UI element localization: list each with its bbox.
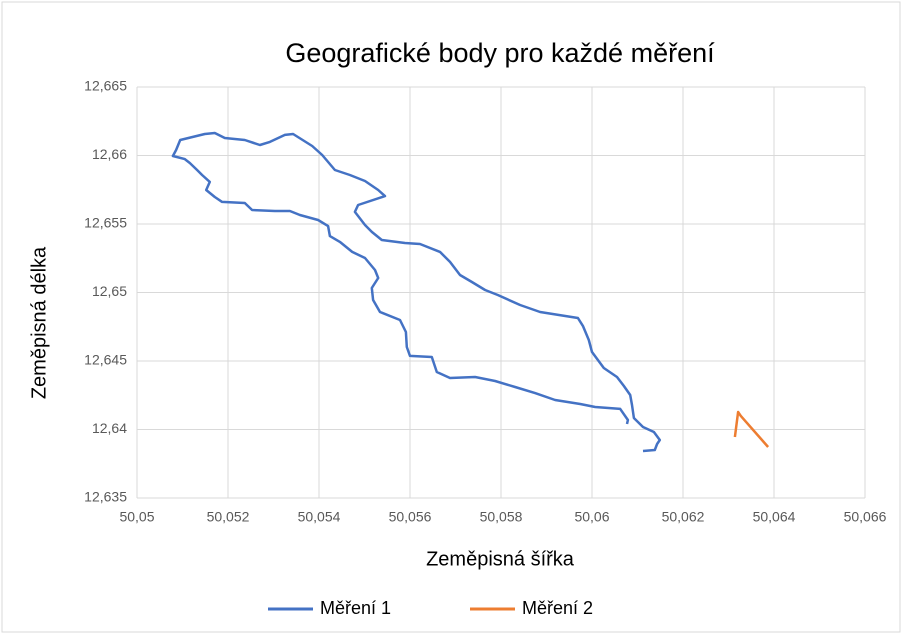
x-tick-label: 50,052	[207, 509, 250, 525]
series-line	[171, 131, 662, 453]
chart-title: Geografické body pro každé měření	[285, 38, 715, 68]
y-axis-label: Zeměpisná délka	[28, 246, 50, 399]
y-tick-label: 12,635	[84, 489, 127, 505]
series-line	[733, 410, 770, 448]
y-tick-label: 12,645	[84, 352, 127, 368]
x-tick-label: 50,064	[753, 509, 796, 525]
y-tick-label: 12,665	[84, 78, 127, 94]
y-tick-label: 12,655	[84, 215, 127, 231]
x-tick-label: 50,054	[298, 509, 341, 525]
y-tick-label: 12,64	[92, 420, 127, 436]
legend-label: Měření 1	[320, 598, 391, 618]
legend-label: Měření 2	[522, 598, 593, 618]
y-tick-label: 12,66	[92, 146, 127, 162]
x-tick-label: 50,062	[662, 509, 705, 525]
x-tick-label: 50,058	[480, 509, 523, 525]
x-axis-label: Zeměpisná šířka	[426, 548, 575, 570]
x-tick-label: 50,05	[119, 509, 154, 525]
x-tick-label: 50,056	[389, 509, 432, 525]
x-tick-label: 50,066	[844, 509, 887, 525]
x-tick-label: 50,06	[574, 509, 609, 525]
y-tick-label: 12,65	[92, 283, 127, 299]
